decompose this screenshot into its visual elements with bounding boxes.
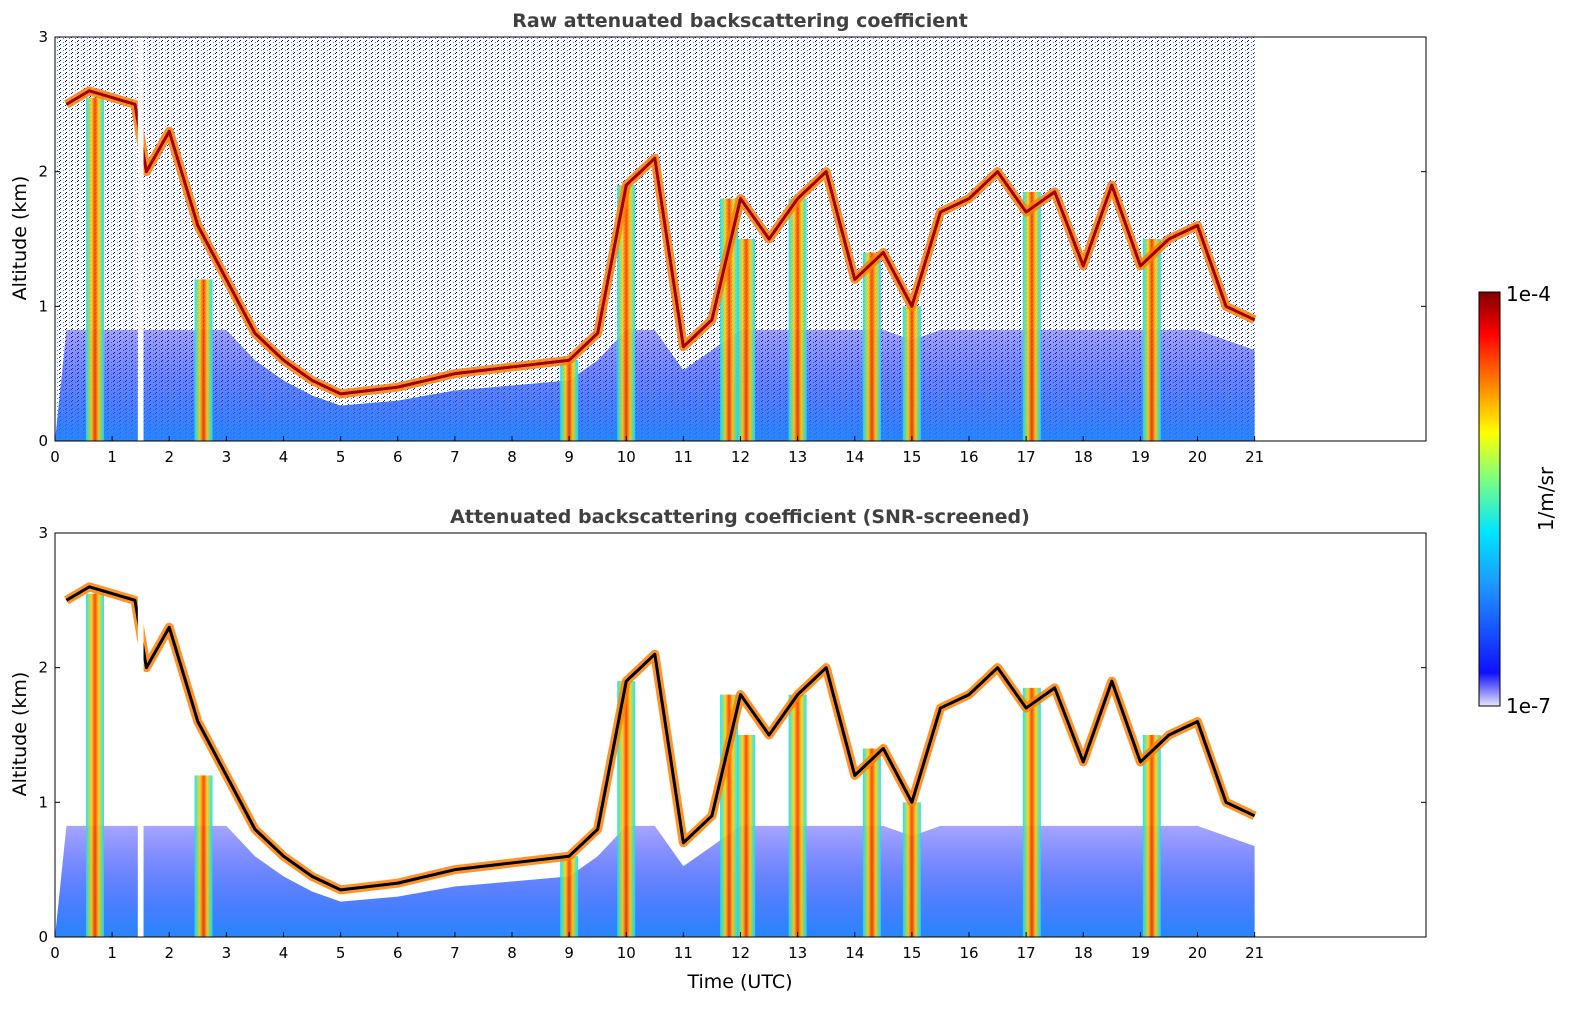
panel-1-title: Raw attenuated backscattering coefficien… [512,10,968,32]
x-tick-label-11: 11 [674,448,693,466]
x-tick-label-2: 2 [164,944,174,962]
x-tick-label-9: 9 [564,944,574,962]
panel-1-y-axis-label: Altitude (km) [9,176,31,301]
y-tick-label-1: 1 [38,793,48,811]
x-tick-label-4: 4 [279,448,289,466]
x-tick-label-10: 10 [617,448,636,466]
y-tick-label-3: 3 [38,28,48,46]
x-tick-label-0: 0 [50,448,60,466]
y-tick-label-3: 3 [38,524,48,542]
x-tick-label-17: 17 [1017,448,1036,466]
y-tick-label-2: 2 [38,163,48,181]
raw-backscatter-panel: Raw attenuated backscattering coefficien… [9,10,1427,466]
plume-5 [737,239,756,441]
colorbar-unit-label: 1/m/sr [1534,466,1558,531]
x-tick-label-14: 14 [845,448,864,466]
x-tick-label-5: 5 [336,944,346,962]
x-tick-label-1: 1 [107,944,117,962]
x-tick-label-4: 4 [279,944,289,962]
x-tick-label-13: 13 [788,944,807,962]
x-tick-label-7: 7 [450,448,460,466]
plume-8 [902,802,921,937]
y-tick-label-1: 1 [38,297,48,315]
plume-5 [737,735,756,937]
x-tick-label-18: 18 [1074,448,1093,466]
plume-7 [862,252,881,441]
panel-2-x-ticks: 0 1 2 3 4 5 6 7 8 9 10 11 12 13 14 15 16 17 18 19 20 21 [50,932,1264,962]
plume-10 [1142,239,1161,441]
cloud-layer-line [65,89,1256,396]
x-tick-label-10: 10 [617,944,636,962]
x-tick-label-16: 16 [959,448,978,466]
x-axis-label: Time (UTC) [686,971,792,993]
boundary-layer-fill [55,329,1255,441]
x-tick-label-12: 12 [731,944,750,962]
y-tick-label-0: 0 [38,928,48,946]
panel-1-y-ticks: 0 1 2 3 [38,28,1426,450]
panel-2-y-axis-label: Altitude (km) [9,672,31,797]
plume-1 [194,775,213,937]
panel-1-heatmap [55,37,1257,441]
colorbar: 1e-4 1e-7 1/m/sr [1478,282,1558,718]
plume-0 [85,593,104,937]
x-tick-label-20: 20 [1188,944,1207,962]
plume-3 [617,185,636,441]
cloud-layer-line [65,585,1256,892]
x-tick-label-12: 12 [731,448,750,466]
plume-6 [788,198,807,441]
colorbar-max-label: 1e-4 [1506,282,1551,306]
y-tick-label-2: 2 [38,659,48,677]
x-tick-label-11: 11 [674,944,693,962]
panel-2-title: Attenuated backscattering coefficient (S… [450,506,1030,528]
panel-2-heatmap [55,533,1257,937]
plume-6 [788,694,807,937]
plume-0 [85,97,104,441]
x-tick-label-3: 3 [222,448,232,466]
data-gap [137,533,144,937]
plume-3 [617,681,636,937]
plume-8 [902,306,921,441]
panel-1-x-ticks: 0 1 2 3 4 5 6 7 8 9 10 11 12 13 14 15 16 17 18 19 20 21 [50,436,1264,466]
x-tick-label-16: 16 [959,944,978,962]
colorbar-min-label: 1e-7 [1506,694,1551,718]
plume-9 [1022,191,1041,441]
x-tick-label-8: 8 [507,944,517,962]
x-tick-label-15: 15 [902,448,921,466]
x-tick-label-14: 14 [845,944,864,962]
x-tick-label-6: 6 [393,944,403,962]
x-tick-label-20: 20 [1188,448,1207,466]
x-tick-label-0: 0 [50,944,60,962]
colorbar-gradient [1478,291,1501,707]
data-gap [137,37,144,441]
panel-2-y-ticks: 0 1 2 3 [38,524,1426,946]
x-tick-label-19: 19 [1131,448,1150,466]
x-tick-label-6: 6 [393,448,403,466]
x-tick-label-3: 3 [222,944,232,962]
x-tick-label-15: 15 [902,944,921,962]
boundary-layer-fill [55,825,1255,937]
x-tick-label-19: 19 [1131,944,1150,962]
plume-2 [560,856,579,937]
x-tick-label-13: 13 [788,448,807,466]
x-tick-label-21: 21 [1245,944,1264,962]
plume-1 [194,279,213,441]
x-tick-label-5: 5 [336,448,346,466]
plume-10 [1142,735,1161,937]
plume-7 [862,748,881,937]
x-tick-label-17: 17 [1017,944,1036,962]
x-tick-label-9: 9 [564,448,574,466]
screened-backscatter-panel: Attenuated backscattering coefficient (S… [9,506,1427,993]
x-tick-label-2: 2 [164,448,174,466]
plume-2 [560,360,579,441]
y-tick-label-0: 0 [38,432,48,450]
x-tick-label-7: 7 [450,944,460,962]
x-tick-label-8: 8 [507,448,517,466]
plume-9 [1022,687,1041,937]
x-tick-label-18: 18 [1074,944,1093,962]
x-tick-label-1: 1 [107,448,117,466]
x-tick-label-21: 21 [1245,448,1264,466]
